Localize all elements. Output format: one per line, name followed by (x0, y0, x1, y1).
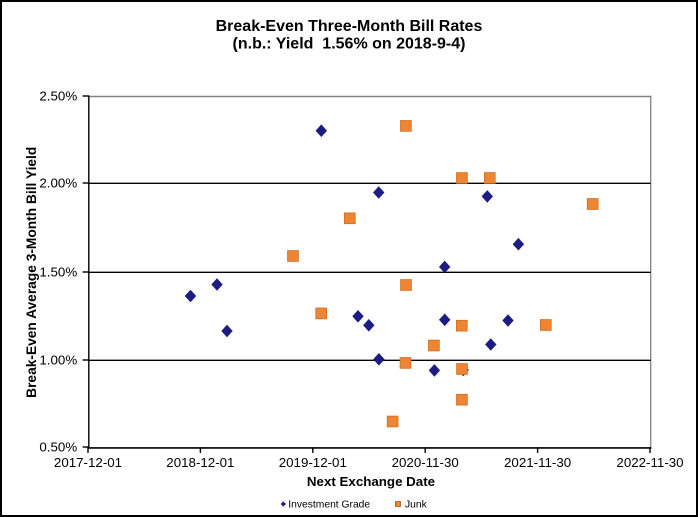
svg-text:2.50%: 2.50% (39, 88, 77, 103)
svg-text:2017-12-01: 2017-12-01 (54, 455, 122, 470)
svg-text:2021-11-30: 2021-11-30 (504, 455, 571, 470)
svg-text:Investment Grade: Investment Grade (288, 500, 370, 511)
svg-text:Break-Even Three-Month Bill Ra: Break-Even Three-Month Bill Rates (216, 18, 483, 35)
svg-text:2018-12-01: 2018-12-01 (166, 455, 234, 470)
svg-text:Junk: Junk (405, 500, 428, 511)
svg-text:2022-11-30: 2022-11-30 (616, 455, 683, 470)
svg-text:1.50%: 1.50% (39, 264, 77, 279)
svg-text:0.50%: 0.50% (39, 439, 77, 454)
svg-text:2019-12-01: 2019-12-01 (279, 455, 347, 470)
svg-text:2.00%: 2.00% (39, 175, 77, 190)
svg-text:1.00%: 1.00% (39, 352, 77, 367)
svg-text:Next Exchange Date: Next Exchange Date (307, 474, 435, 489)
svg-text:Break-Even Average 3-Month Bil: Break-Even Average 3-Month Bill Yield (24, 147, 39, 398)
svg-text:2020-11-30: 2020-11-30 (392, 455, 459, 470)
svg-text:(n.b.: Yield 1.56% on 2018-9-: (n.b.: Yield 1.56% on 2018-9-4) (233, 36, 466, 53)
